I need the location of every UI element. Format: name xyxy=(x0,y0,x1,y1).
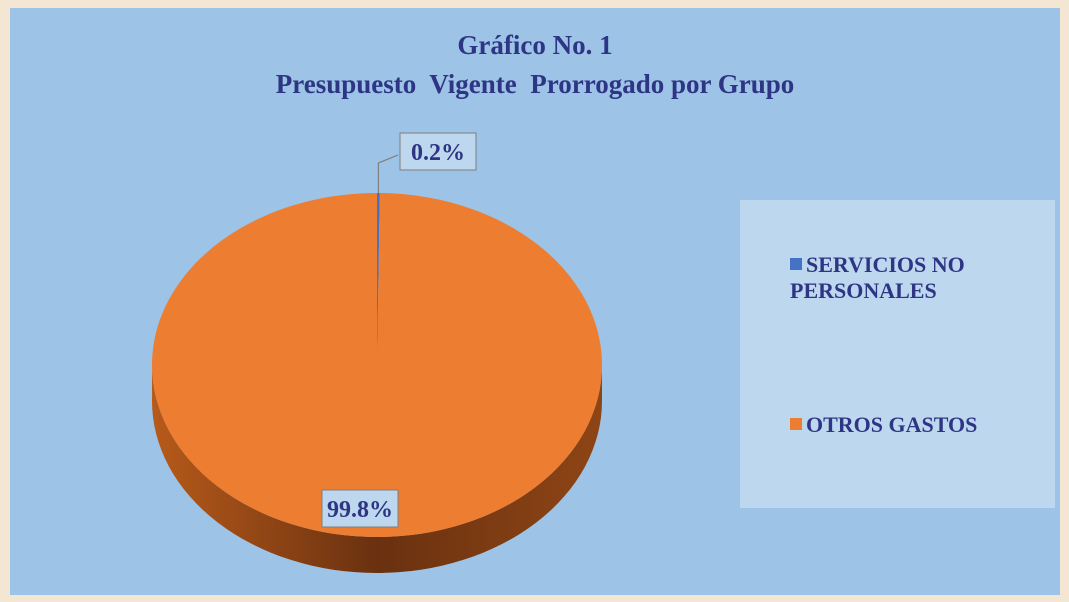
pie-side xyxy=(152,365,602,573)
chart-subtitle: Presupuesto Vigente Prorrogado por Grupo xyxy=(276,69,795,99)
legend-swatch xyxy=(790,418,802,430)
pie-slice xyxy=(151,193,602,537)
legend: SERVICIOS NO PERSONALES OTROS GASTOS xyxy=(740,200,1055,508)
pie-slice xyxy=(377,193,380,365)
legend-item: SERVICIOS NO PERSONALES xyxy=(790,252,1030,304)
data-label: 99.8% xyxy=(327,497,393,523)
chart-title: Gráfico No. 1 xyxy=(457,30,612,60)
data-label-box xyxy=(321,489,399,528)
legend-label: SERVICIOS NO PERSONALES xyxy=(790,252,965,303)
data-label-box xyxy=(399,132,477,171)
leader-line xyxy=(377,154,399,194)
data-label: 0.2% xyxy=(411,140,465,166)
legend-item: OTROS GASTOS xyxy=(790,412,1030,438)
legend-swatch xyxy=(790,258,802,270)
legend-label: OTROS GASTOS xyxy=(806,412,978,437)
